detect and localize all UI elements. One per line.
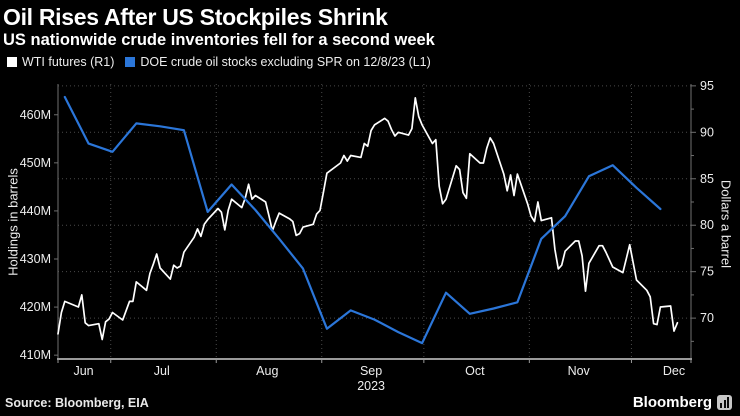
legend-label-doe: DOE crude oil stocks excluding SPR on 12… bbox=[140, 55, 431, 69]
month-label: Sep bbox=[360, 364, 382, 378]
legend-item-wti: WTI futures (R1) bbox=[7, 55, 114, 69]
year-label: 2023 bbox=[357, 379, 385, 393]
right-tick-label: 90 bbox=[700, 125, 714, 139]
bloomberg-brand: Bloomberg bbox=[633, 394, 732, 411]
left-tick-label: 450M bbox=[20, 156, 51, 170]
month-label: Aug bbox=[256, 364, 278, 378]
month-label: Nov bbox=[568, 364, 591, 378]
left-tick-label: 420M bbox=[20, 300, 51, 314]
source-attribution: Source: Bloomberg, EIA bbox=[5, 396, 149, 410]
legend-item-doe: DOE crude oil stocks excluding SPR on 12… bbox=[125, 55, 431, 69]
right-tick-label: 75 bbox=[700, 265, 714, 279]
wti-futures-line bbox=[57, 97, 679, 341]
wti-swatch-icon bbox=[7, 57, 17, 67]
month-label: Jul bbox=[154, 364, 170, 378]
chart-legend: WTI futures (R1) DOE crude oil stocks ex… bbox=[7, 55, 431, 69]
bar-chart-icon bbox=[717, 395, 732, 410]
month-label: Dec bbox=[663, 364, 685, 378]
month-label: Oct bbox=[465, 364, 485, 378]
right-tick-label: 70 bbox=[700, 311, 714, 325]
left-tick-label: 410M bbox=[20, 348, 51, 362]
month-label: Jun bbox=[73, 364, 93, 378]
bloomberg-wordmark: Bloomberg bbox=[632, 394, 712, 411]
right-tick-label: 80 bbox=[700, 218, 714, 232]
doe-swatch-icon bbox=[125, 57, 136, 67]
page-subtitle: US nationwide crude inventories fell for… bbox=[3, 31, 435, 49]
right-tick-label: 95 bbox=[700, 79, 714, 93]
left-tick-label: 430M bbox=[20, 252, 51, 266]
left-tick-label: 440M bbox=[20, 204, 51, 218]
legend-label-wti: WTI futures (R1) bbox=[22, 55, 115, 69]
doe-stocks-line bbox=[63, 95, 662, 345]
right-tick-label: 85 bbox=[700, 172, 714, 186]
page-title: Oil Rises After US Stockpiles Shrink bbox=[3, 4, 388, 30]
left-tick-label: 460M bbox=[20, 108, 51, 122]
